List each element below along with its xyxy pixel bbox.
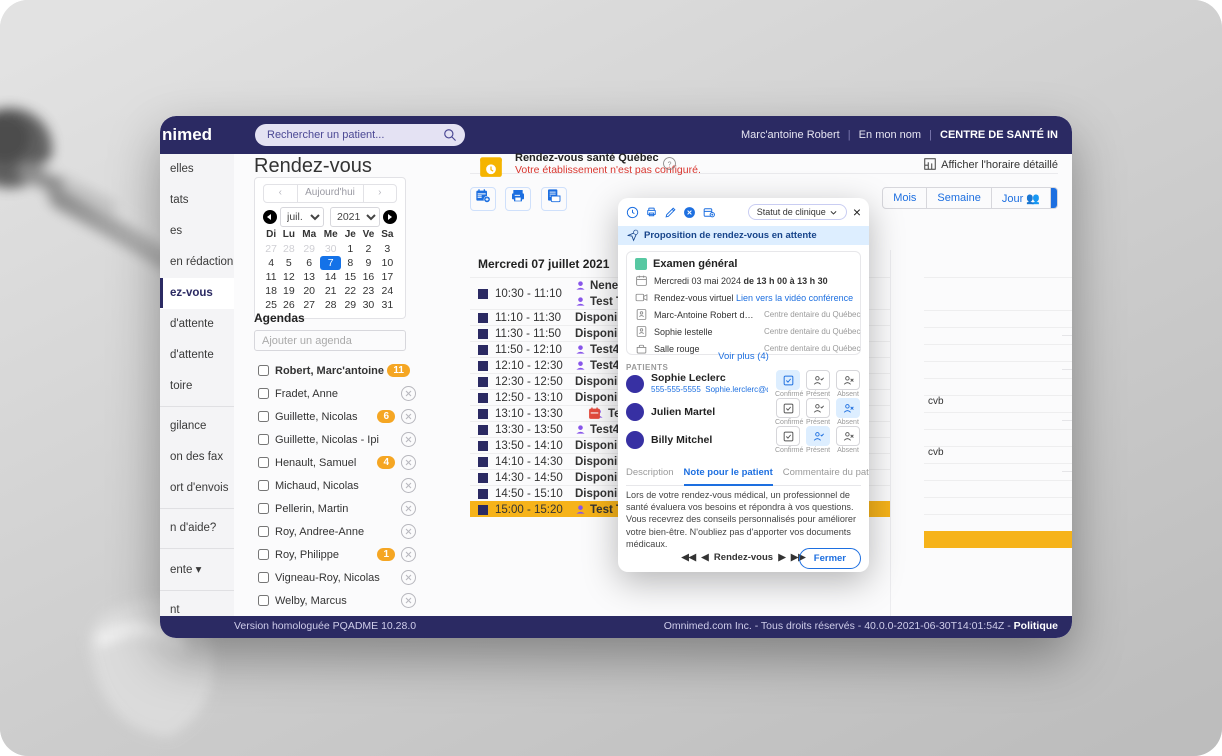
svg-text:?: ? <box>668 161 672 168</box>
